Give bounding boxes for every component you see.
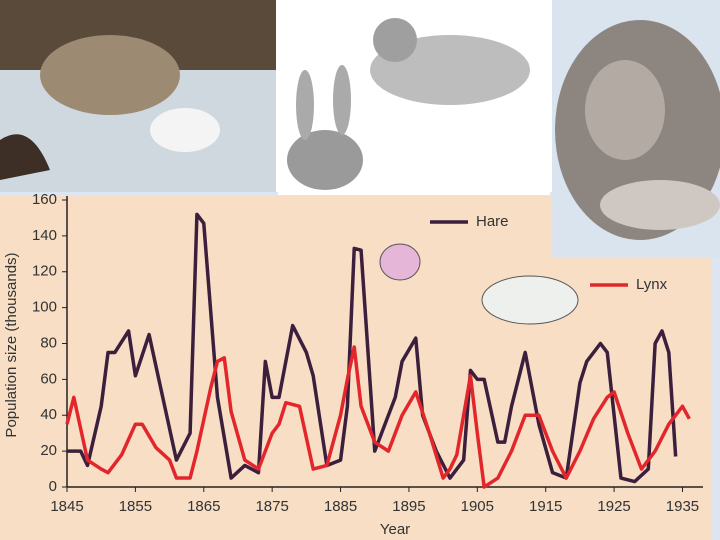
x-tick-label: 1895 [392,498,425,515]
x-tick-label: 1885 [324,498,357,515]
hare-icon [379,243,421,281]
chart: 0 20 40 60 80 100 120 140 160 1845 1855 1865 1875 188… [32,191,703,515]
x-tick-label: 1905 [461,498,494,515]
x-tick-label: 1935 [666,498,699,515]
legend-label: Hare [476,213,509,230]
x-tick-label: 1915 [529,498,562,515]
y-tick-label: 60 [40,370,57,387]
photo-hare-drawing [278,0,550,195]
y-tick-label: 20 [40,442,57,459]
y-tick-label: 0 [49,478,57,495]
photo-lynx-portrait [552,0,720,258]
x-tick-label: 1855 [119,498,152,515]
x-tick-label: 1865 [187,498,220,515]
x-axis-label: Year [380,521,410,538]
y-tick-label: 140 [32,227,57,244]
y-axis-label: Population size (thousands) [3,252,20,437]
photo-lynx-hunting [0,0,276,192]
y-tick-label: 100 [32,299,57,316]
y-tick-label: 160 [32,191,57,208]
series-line [65,345,691,489]
y-tick-label: 120 [32,263,57,280]
x-tick-label: 1845 [50,498,83,515]
y-tick-label: 40 [40,406,57,423]
legend-label: Lynx [636,276,668,293]
lynx-icon [481,275,579,325]
x-tick-label: 1925 [597,498,630,515]
series-line [67,212,678,484]
y-tick-label: 80 [40,334,57,351]
x-tick-label: 1875 [255,498,288,515]
